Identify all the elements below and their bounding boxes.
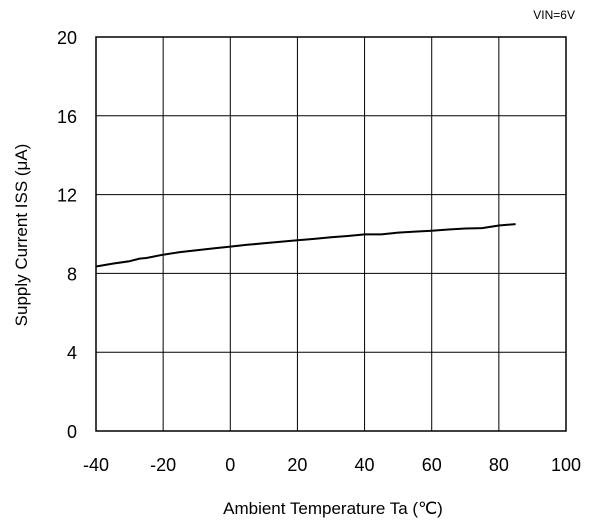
- y-tick-label: 20: [57, 28, 77, 48]
- grid-lines: [96, 37, 566, 431]
- y-tick-label: 8: [67, 264, 77, 284]
- y-tick-label: 12: [57, 186, 77, 206]
- y-tick-label: 0: [67, 422, 77, 442]
- annotation-label: VIN=6V: [533, 8, 575, 22]
- x-tick-label: 60: [422, 455, 442, 475]
- y-tick-label: 4: [67, 343, 77, 363]
- x-tick-label: -20: [150, 455, 176, 475]
- series-line: [95, 223, 516, 268]
- x-tick-label: 40: [355, 455, 375, 475]
- plot-frame: [95, 36, 567, 432]
- x-tick-label: 100: [551, 455, 581, 475]
- x-axis-title: Ambient Temperature Ta (℃): [223, 499, 443, 518]
- x-tick-label: 20: [287, 455, 307, 475]
- x-tick-labels: -40 -20 0 20 40 60 80 100: [83, 455, 581, 475]
- x-tick-label: -40: [83, 455, 109, 475]
- x-tick-label: 0: [225, 455, 235, 475]
- y-axis-title: Supply Current ISS (μA): [12, 144, 31, 327]
- y-tick-labels: 0 4 8 12 16 20: [57, 28, 77, 442]
- y-tick-label: 16: [57, 107, 77, 127]
- x-tick-label: 80: [489, 455, 509, 475]
- series-group: [95, 223, 516, 268]
